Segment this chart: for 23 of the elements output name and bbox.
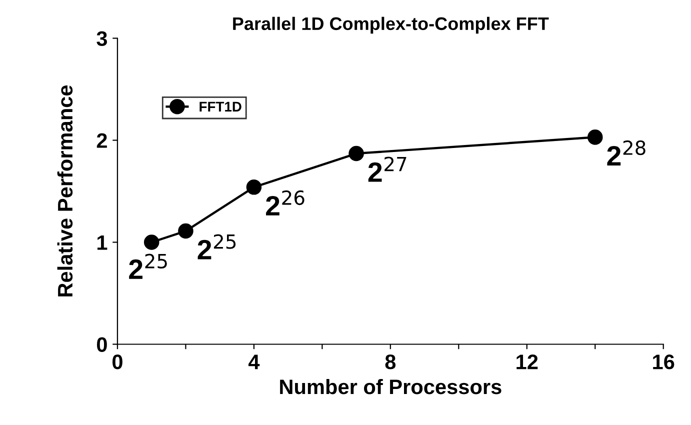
y-tick-label: 1 — [97, 235, 108, 250]
y-axis-title: Relative Performance — [57, 85, 73, 296]
annotation: 2$^{26}$ — [266, 190, 304, 216]
annotation: 2$^{25}$ — [129, 254, 167, 279]
annotation: 2$^{28}$ — [607, 140, 646, 166]
legend-label: FFT1D — [200, 102, 242, 112]
x-tick-label: 8 — [385, 354, 396, 370]
x-tick-label: 12 — [516, 354, 538, 370]
x-tick-label: 4 — [248, 354, 260, 370]
x-axis-title: Number of Processors — [280, 378, 502, 394]
chart-title: Parallel 1D Complex-to-Complex FFT — [233, 16, 549, 34]
point — [348, 146, 364, 162]
annotation: 2$^{25}$ — [198, 234, 236, 260]
x-tick-label: 16 — [653, 354, 674, 370]
point — [246, 180, 262, 195]
y-tick-label: 0 — [96, 337, 107, 352]
point — [178, 223, 194, 239]
annotation: 2$^{27}$ — [368, 156, 406, 182]
x-tick-label: 0 — [112, 354, 122, 370]
y-tick-label: 2 — [96, 133, 107, 148]
point — [587, 130, 603, 145]
y-tick-label: 3 — [96, 31, 107, 46]
point — [144, 234, 160, 250]
